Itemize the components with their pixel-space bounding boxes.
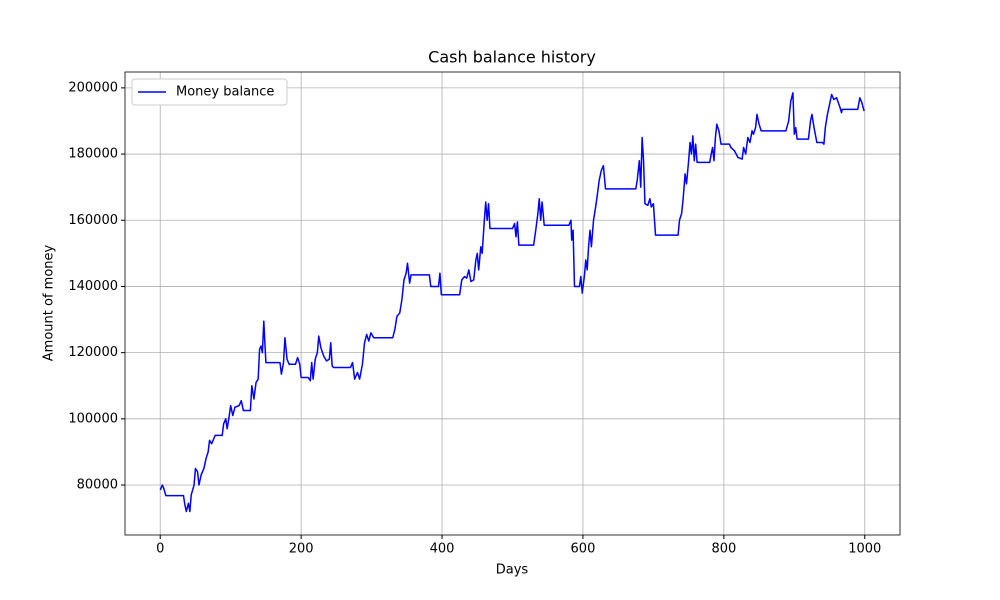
legend-label: Money balance xyxy=(176,85,274,100)
x-tick-label: 1000 xyxy=(848,542,881,557)
y-tick-label: 200000 xyxy=(68,80,118,95)
y-tick-label: 140000 xyxy=(68,279,118,294)
data-line xyxy=(159,92,865,513)
chart-title: Cash balance history xyxy=(428,48,596,67)
y-tick-label: 100000 xyxy=(68,411,118,426)
x-tick-label: 200 xyxy=(289,542,314,557)
y-tick-label: 160000 xyxy=(68,213,118,228)
x-tick-label: 400 xyxy=(430,542,455,557)
legend-box xyxy=(131,78,288,106)
y-tick-label: 180000 xyxy=(68,147,118,162)
x-tick-label: 600 xyxy=(571,542,596,557)
plot-frame xyxy=(124,71,901,536)
x-tick-label: 800 xyxy=(711,542,736,557)
x-axis-label: Days xyxy=(496,563,529,578)
y-tick-label: 120000 xyxy=(68,345,118,360)
x-tick-label: 0 xyxy=(156,542,164,557)
y-axis-label: Amount of money xyxy=(42,244,57,361)
y-tick-label: 80000 xyxy=(77,478,118,493)
